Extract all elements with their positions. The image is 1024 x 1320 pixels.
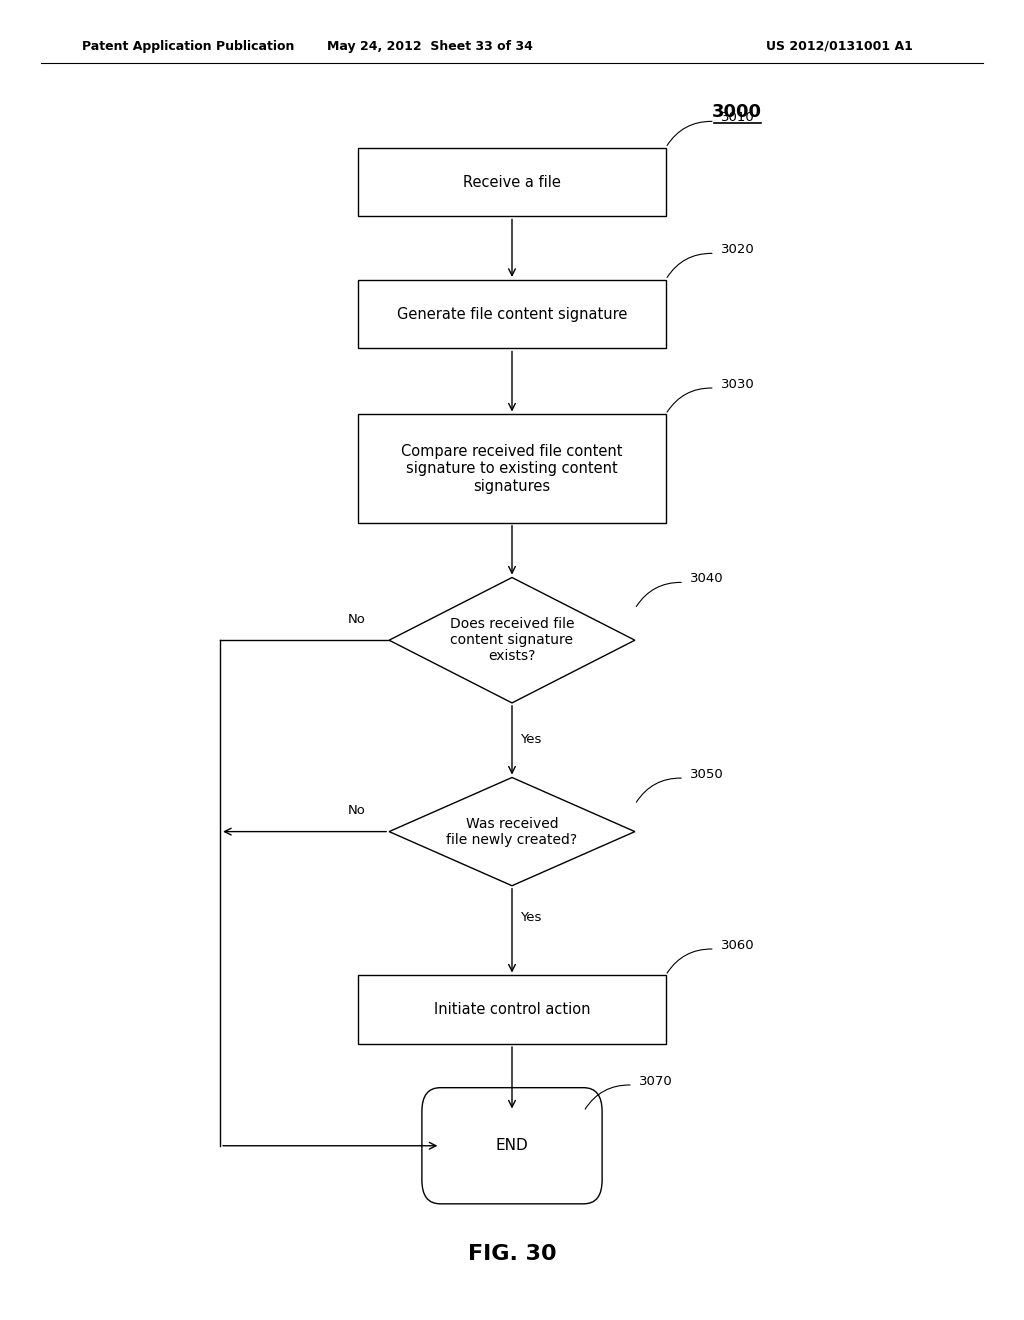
Polygon shape	[389, 777, 635, 886]
Text: Initiate control action: Initiate control action	[434, 1002, 590, 1018]
Text: 3050: 3050	[690, 768, 724, 780]
Text: Yes: Yes	[520, 734, 541, 746]
FancyBboxPatch shape	[358, 148, 666, 216]
Text: 3010: 3010	[721, 111, 755, 124]
Text: 3000: 3000	[713, 103, 762, 121]
FancyBboxPatch shape	[422, 1088, 602, 1204]
Text: 3060: 3060	[721, 939, 755, 952]
Text: No: No	[347, 612, 366, 626]
Text: US 2012/0131001 A1: US 2012/0131001 A1	[766, 40, 913, 53]
FancyBboxPatch shape	[358, 975, 666, 1044]
Text: Does received file
content signature
exists?: Does received file content signature exi…	[450, 616, 574, 664]
Text: FIG. 30: FIG. 30	[468, 1243, 556, 1265]
Text: Was received
file newly created?: Was received file newly created?	[446, 817, 578, 846]
Text: END: END	[496, 1138, 528, 1154]
Text: 3020: 3020	[721, 243, 755, 256]
Text: Patent Application Publication: Patent Application Publication	[82, 40, 294, 53]
Text: No: No	[347, 804, 366, 817]
Text: Compare received file content
signature to existing content
signatures: Compare received file content signature …	[401, 444, 623, 494]
Text: May 24, 2012  Sheet 33 of 34: May 24, 2012 Sheet 33 of 34	[327, 40, 534, 53]
Text: Yes: Yes	[520, 911, 541, 924]
Text: 3070: 3070	[639, 1074, 673, 1088]
Text: Receive a file: Receive a file	[463, 174, 561, 190]
Polygon shape	[389, 578, 635, 702]
Text: 3030: 3030	[721, 378, 755, 391]
Text: Generate file content signature: Generate file content signature	[397, 306, 627, 322]
FancyBboxPatch shape	[358, 280, 666, 348]
Text: 3040: 3040	[690, 572, 724, 585]
FancyBboxPatch shape	[358, 414, 666, 523]
